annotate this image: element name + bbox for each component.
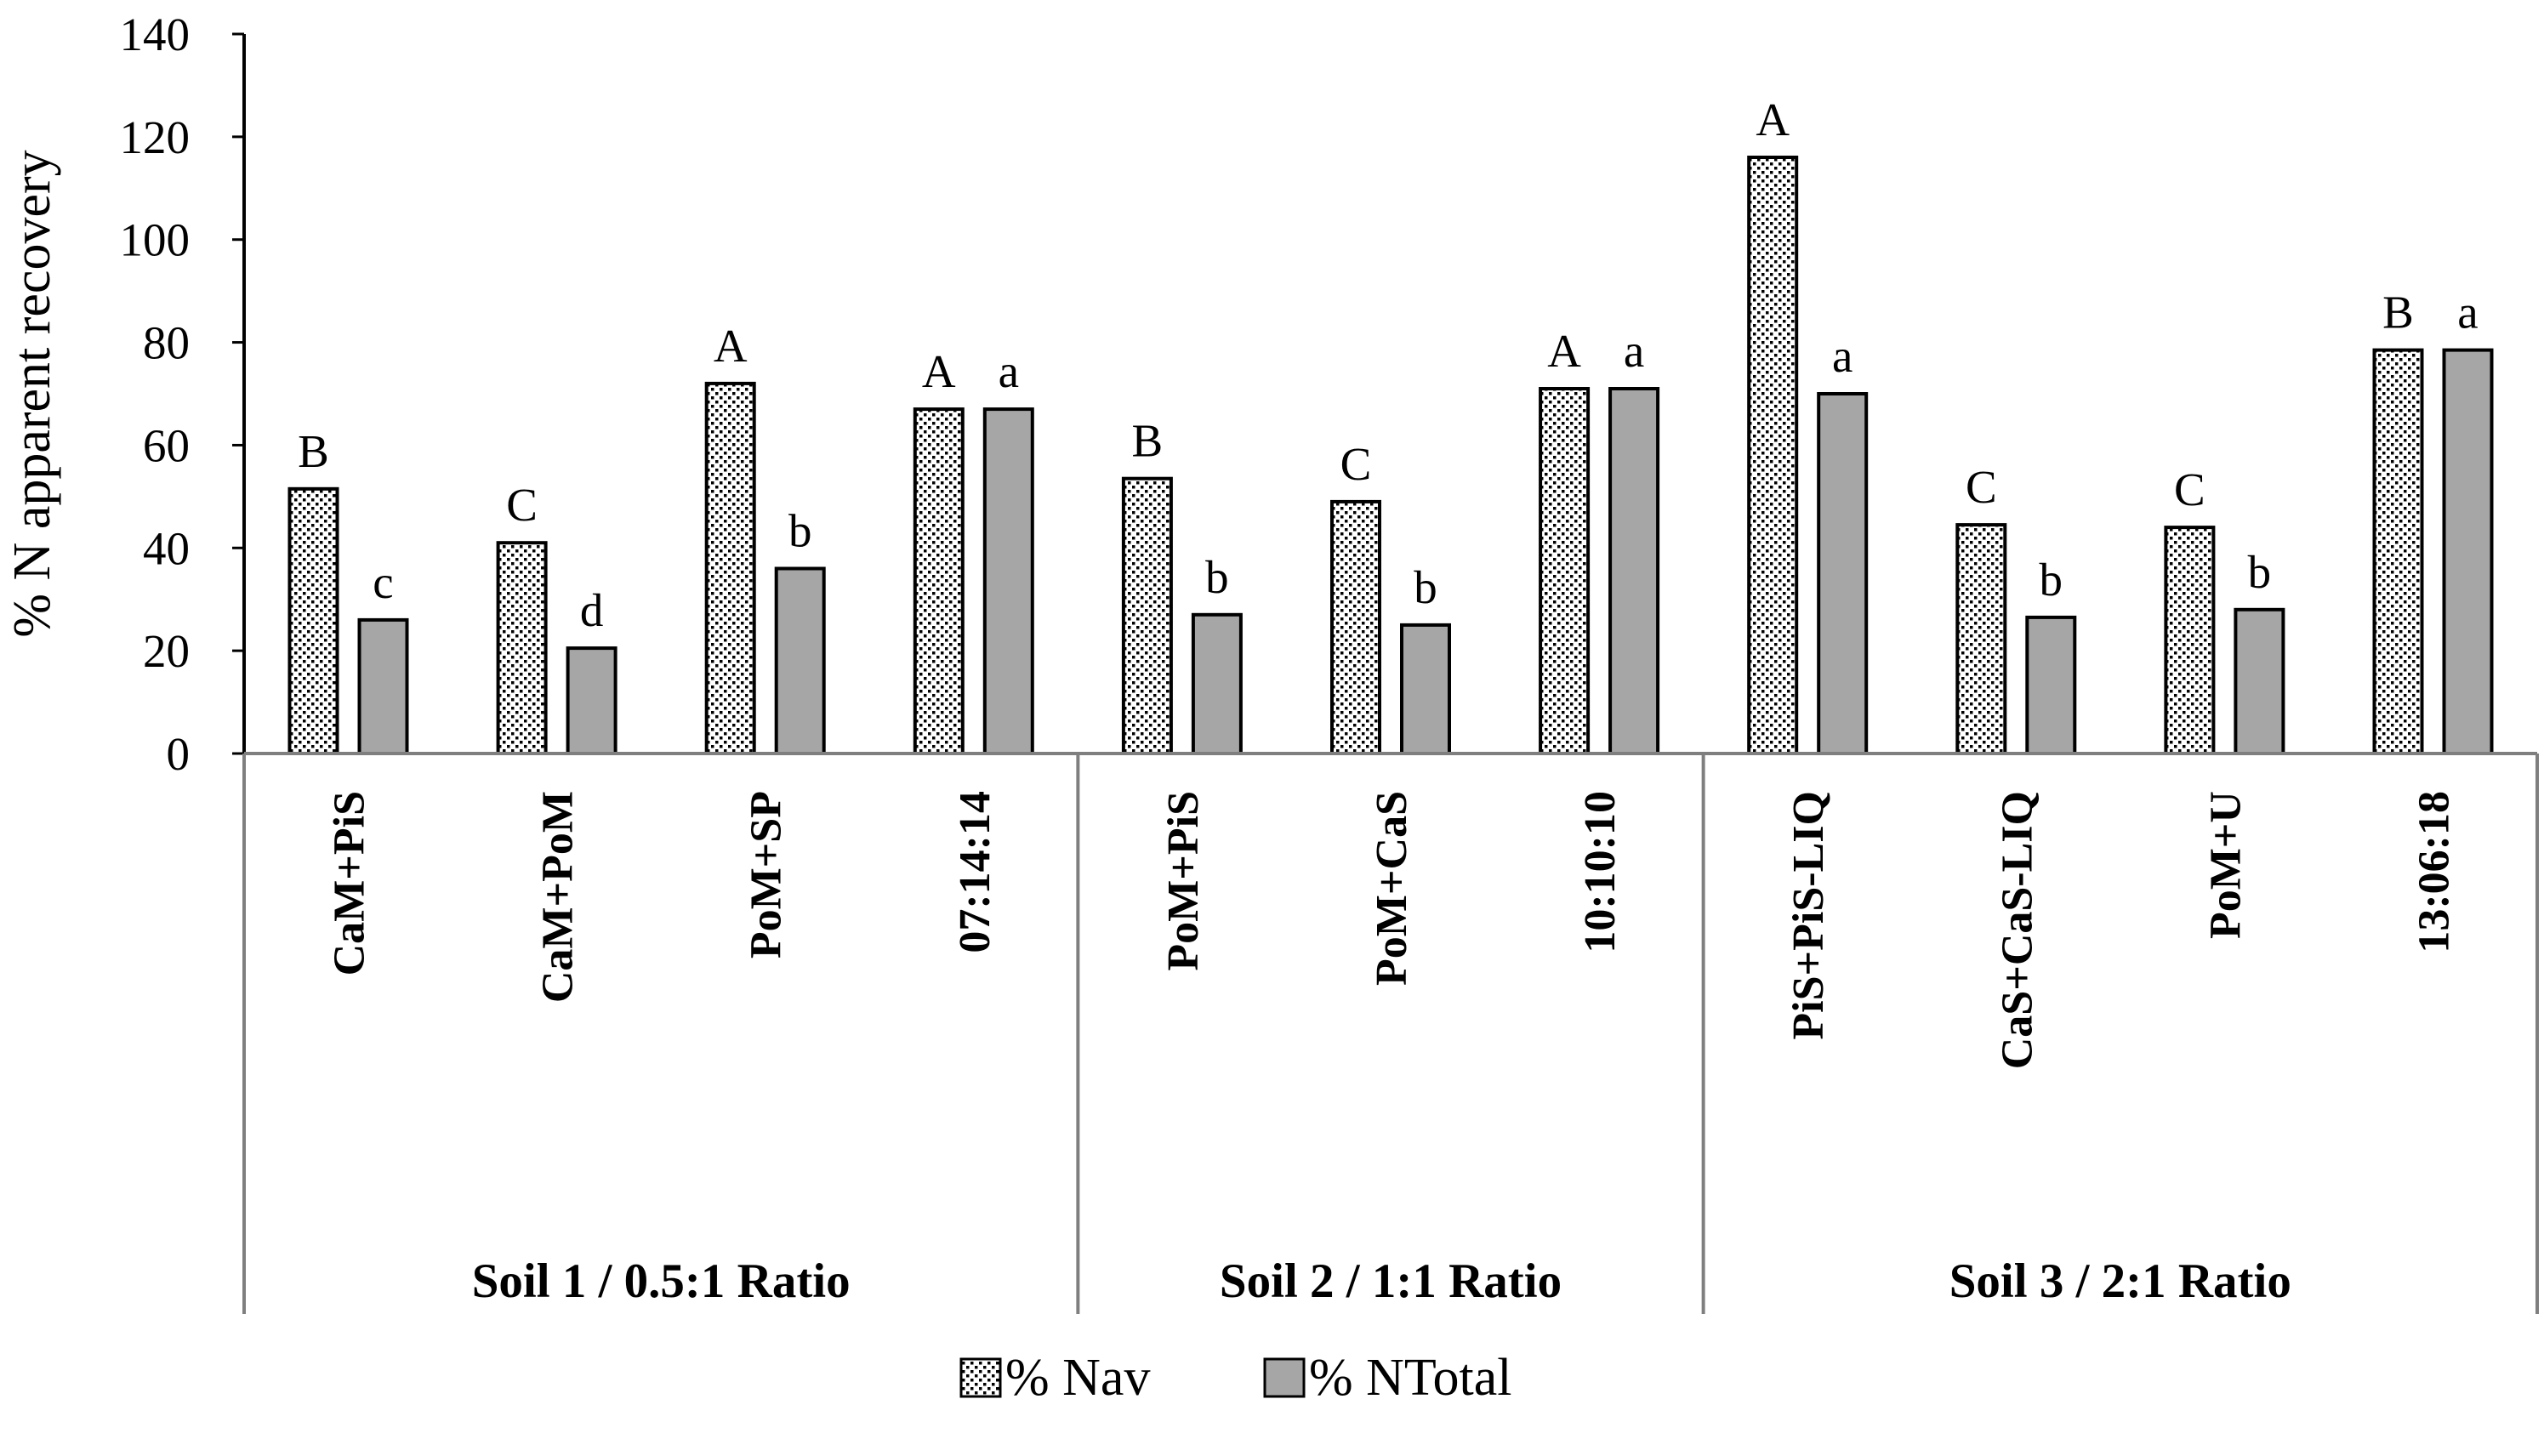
significance-letter: A <box>1547 325 1581 377</box>
bar-nav <box>1955 523 2007 755</box>
bar-ntotal <box>1608 387 1660 755</box>
legend-label-ntotal: % NTotal <box>1309 1349 1511 1407</box>
legend-swatch-nav <box>959 1357 1002 1398</box>
bar-nav <box>913 407 965 755</box>
y-tick-label: 20 <box>143 625 190 677</box>
bar-ntotal <box>1817 392 1869 755</box>
y-tick-label: 80 <box>143 317 190 369</box>
significance-letter: C <box>1966 461 1997 513</box>
bar-ntotal <box>2234 607 2285 755</box>
significance-letter: C <box>1340 438 1372 490</box>
significance-letter: b <box>788 505 812 557</box>
significance-letter: C <box>506 479 538 531</box>
category-label: PoM+PiS <box>1159 791 1208 971</box>
significance-letter: b <box>1205 551 1229 603</box>
significance-letter: a <box>2457 287 2478 338</box>
y-tick-label: 0 <box>167 728 191 780</box>
bar-nav <box>704 381 756 755</box>
significance-letter: B <box>1132 415 1164 467</box>
significance-letter: c <box>373 556 393 608</box>
bar-ntotal <box>1400 623 1451 756</box>
significance-letter: a <box>1624 325 1644 377</box>
category-label: 10:10:10 <box>1576 791 1625 953</box>
significance-letter: d <box>580 584 604 636</box>
significance-letter: C <box>2174 464 2205 515</box>
y-tick-label: 40 <box>143 522 190 574</box>
category-label: CaM+PiS <box>326 791 374 975</box>
bar-ntotal <box>1191 612 1243 755</box>
bar-ntotal <box>2442 348 2494 755</box>
significance-letter: b <box>2248 546 2272 598</box>
category-label: PiS+PiS-LIQ <box>1784 791 1833 1040</box>
category-label: CaS+CaS-LIQ <box>1993 791 2041 1069</box>
bar-nav <box>1330 499 1381 756</box>
bar-ntotal <box>357 617 409 756</box>
category-label: CaM+PoM <box>534 791 583 1003</box>
bar-nav <box>2372 348 2424 755</box>
category-label: PoM+CaS <box>1368 791 1416 986</box>
significance-letter: B <box>298 425 329 477</box>
bar-ntotal <box>774 566 826 755</box>
bar-nav <box>287 486 339 755</box>
bar-ntotal <box>566 646 618 755</box>
category-label: PoM+U <box>2201 791 2250 939</box>
significance-letter: A <box>1756 94 1790 145</box>
group-label: Soil 1 / 0.5:1 Ratio <box>472 1254 851 1308</box>
significance-letter: A <box>922 345 956 397</box>
bar-nav <box>1539 387 1591 755</box>
legend-label-nav: % Nav <box>1005 1349 1150 1407</box>
bar-nav <box>1121 476 1173 755</box>
bar-nav <box>496 541 548 756</box>
bar-ntotal <box>982 407 1034 755</box>
bar-nav <box>2164 526 2216 755</box>
significance-letter: a <box>1832 330 1853 382</box>
group-label: Soil 2 / 1:1 Ratio <box>1220 1254 1562 1308</box>
bar-ntotal <box>2025 615 2077 756</box>
significance-letter: a <box>999 345 1019 397</box>
legend-swatch-ntotal <box>1263 1357 1306 1398</box>
y-tick-label: 140 <box>120 9 191 60</box>
category-label: 07:14:14 <box>951 791 999 953</box>
group-label: Soil 3 / 2:1 Ratio <box>1949 1254 2291 1308</box>
y-tick-label: 120 <box>120 111 191 163</box>
significance-letter: A <box>714 320 748 372</box>
significance-letter: b <box>2040 554 2063 606</box>
bar-nav <box>1747 156 1799 755</box>
category-label: PoM+SP <box>743 791 791 958</box>
y-axis-title: % N apparent recovery <box>3 150 61 637</box>
category-label: 13:06:18 <box>2410 791 2459 953</box>
significance-letter: B <box>2382 287 2414 338</box>
significance-letter: b <box>1414 561 1437 613</box>
y-tick-label: 100 <box>120 214 191 266</box>
y-tick-label: 60 <box>143 419 190 471</box>
